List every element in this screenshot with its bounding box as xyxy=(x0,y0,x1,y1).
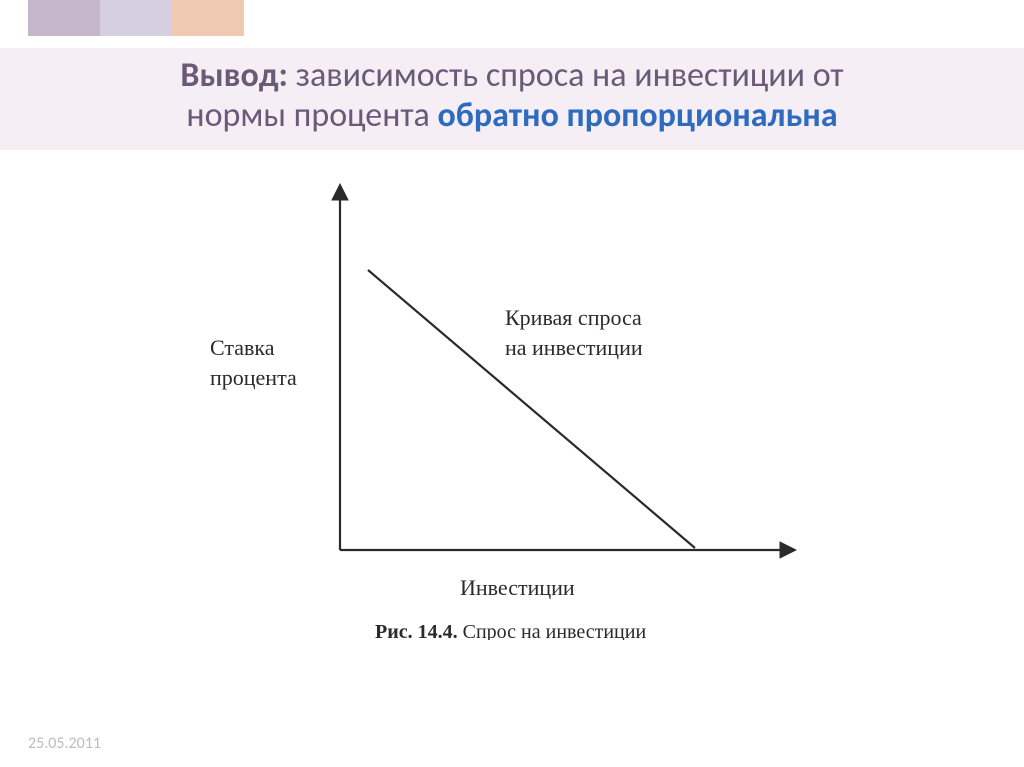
caption-rest: Спрос на инвестиции xyxy=(458,621,647,640)
figure-caption: Рис. 14.4. Спрос на инвестиции xyxy=(375,621,646,640)
deco-block-3 xyxy=(172,0,244,36)
x-axis-label: Инвестиции xyxy=(460,575,575,600)
investment-demand-chart: Ставка процента Кривая спроса на инвести… xyxy=(150,170,870,640)
deco-block-1 xyxy=(28,0,100,36)
title-line2-accent: обратно пропорциональна xyxy=(438,95,838,136)
deco-block-2 xyxy=(100,0,172,36)
title-line1-rest: зависимость спроса на инвестиции от xyxy=(288,55,844,96)
caption-prefix: Рис. 14.4. xyxy=(375,621,458,640)
footer-date: 25.05.2011 xyxy=(28,734,101,753)
title-line2-plain: нормы процента xyxy=(186,95,437,136)
y-axis-label-line1: Ставка xyxy=(210,335,275,360)
curve-label-line2: на инвестиции xyxy=(505,335,643,360)
slide-title: Вывод: зависимость спроса на инвестиции … xyxy=(0,56,1024,136)
title-lead: Вывод: xyxy=(180,55,288,96)
y-axis-label-line2: процента xyxy=(210,365,297,390)
curve-label-line1: Кривая спроса xyxy=(505,305,642,330)
slide: Вывод: зависимость спроса на инвестиции … xyxy=(0,0,1024,767)
